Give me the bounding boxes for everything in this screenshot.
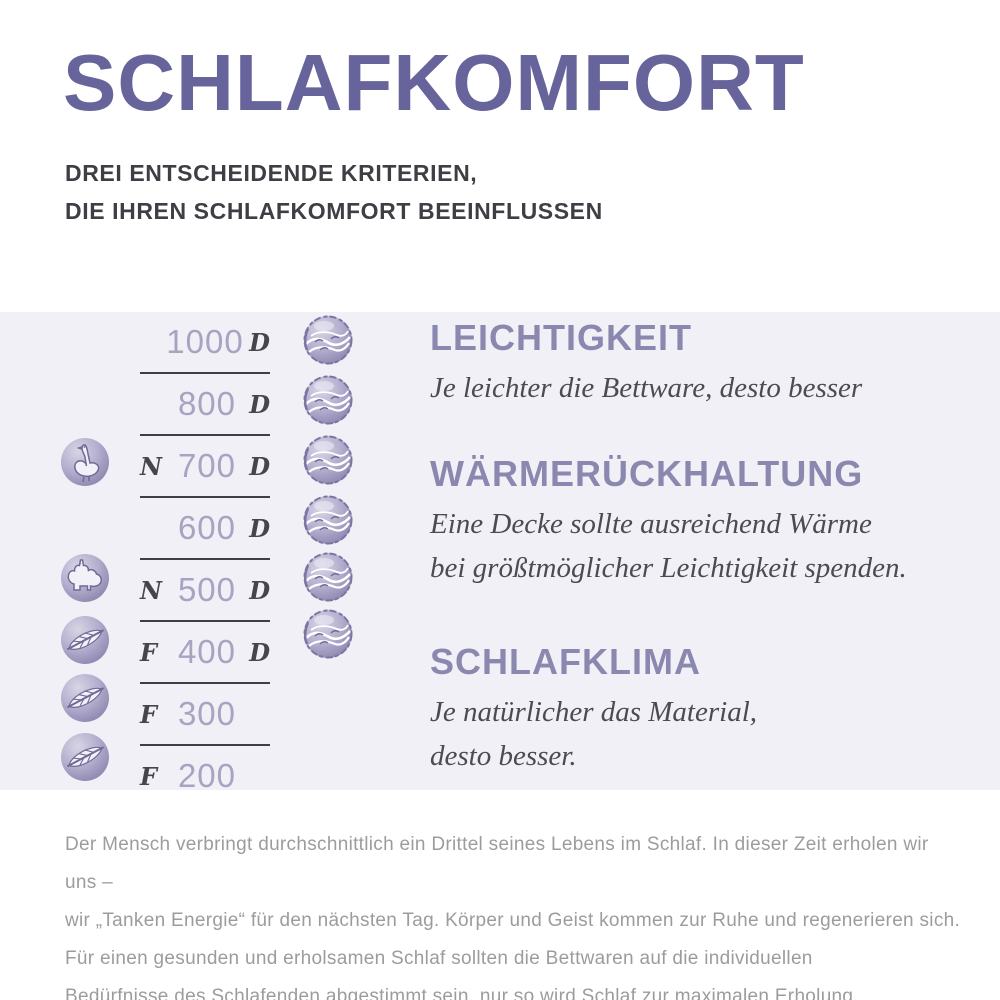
down-ball-icon <box>302 494 354 546</box>
section-text-line: desto besser. <box>430 740 577 772</box>
scale-row-700: N 700 D <box>140 436 270 498</box>
scale-suffix: D <box>249 575 270 605</box>
scale-prefix: F <box>140 699 158 729</box>
scale-value: 700 <box>177 447 236 484</box>
section-leichtigkeit: LEICHTIGKEIT Je leichter die Bettware, d… <box>430 316 862 410</box>
scale-prefix: F <box>140 761 158 791</box>
section-text-line: Eine Decke sollte ausreichend Wärme <box>430 508 872 540</box>
down-ball-icon <box>302 374 354 426</box>
scale-suffix: D <box>249 327 270 357</box>
scale-value: 200 <box>177 757 236 794</box>
footer-line: wir „Tanken Energie“ für den nächsten Ta… <box>65 910 961 931</box>
down-ball-icon <box>302 314 354 366</box>
section-heading: WÄRMERÜCKHALTUNG <box>430 453 864 494</box>
section-heading: SCHLAFKLIMA <box>430 641 701 682</box>
subtitle-line-1: DREI ENTSCHEIDENDE KRITERIEN, <box>65 160 478 186</box>
scale-value: 600 <box>177 509 236 546</box>
section-text-line: Je natürlicher das Material, <box>430 696 758 728</box>
scale-prefix: N <box>140 451 162 481</box>
footer-line: Für einen gesunden und erholsamen Schlaf… <box>65 948 813 969</box>
scale-row-200: F 200 <box>140 746 270 806</box>
section-waermerueckhaltung: WÄRMERÜCKHALTUNG Eine Decke sollte ausre… <box>430 452 907 590</box>
scale-prefix: N <box>140 575 162 605</box>
scale-row-600: 600 D <box>140 498 270 560</box>
scale-row-1000: 1000 D <box>140 312 270 374</box>
scale-value: 300 <box>177 695 236 732</box>
scale-value: 800 <box>177 385 236 422</box>
footer-line: Der Mensch verbringt durchschnittlich ei… <box>65 834 929 893</box>
feather-icon <box>59 672 111 724</box>
scale-suffix: D <box>249 451 270 481</box>
scale-prefix: F <box>140 637 158 667</box>
footer-line: Bedürfnisse des Schlafenden abgestimmt s… <box>65 986 859 1000</box>
section-schlafklima: SCHLAFKLIMA Je natürlicher das Material,… <box>430 640 757 778</box>
scale-value: 500 <box>177 571 236 608</box>
camel-icon <box>59 552 111 604</box>
goose-icon <box>59 436 111 488</box>
scale-row-800: 800 D <box>140 374 270 436</box>
scale-suffix: D <box>249 389 270 419</box>
scale-suffix: D <box>249 637 270 667</box>
scale-suffix: D <box>249 513 270 543</box>
down-ball-icon <box>302 608 354 660</box>
scale-row-400: F 400 D <box>140 622 270 684</box>
scale-value: 1000 <box>166 323 244 360</box>
down-ball-icon <box>302 551 354 603</box>
page-subtitle: DREI ENTSCHEIDENDE KRITERIEN, DIE IHREN … <box>65 154 603 230</box>
infographic-band: 1000 D 800 D N 700 D 600 D N 500 D <box>0 312 1000 794</box>
footer-paragraph: Der Mensch verbringt durchschnittlich ei… <box>65 826 965 1000</box>
feather-icon <box>59 731 111 783</box>
section-text-line: Je leichter die Bettware, desto besser <box>430 372 863 404</box>
down-scale-table: 1000 D 800 D N 700 D 600 D N 500 D <box>140 312 270 806</box>
scale-value: 400 <box>177 633 236 670</box>
section-heading: LEICHTIGKEIT <box>430 317 692 358</box>
feather-icon <box>59 614 111 666</box>
subtitle-line-2: DIE IHREN SCHLAFKOMFORT BEEINFLUSSEN <box>65 198 603 224</box>
scale-row-300: F 300 <box>140 684 270 746</box>
section-text-line: bei größtmöglicher Leichtigkeit spenden. <box>430 552 907 584</box>
page-title: SCHLAFKOMFORT <box>63 38 805 127</box>
down-ball-icon <box>302 434 354 486</box>
scale-row-500: N 500 D <box>140 560 270 622</box>
